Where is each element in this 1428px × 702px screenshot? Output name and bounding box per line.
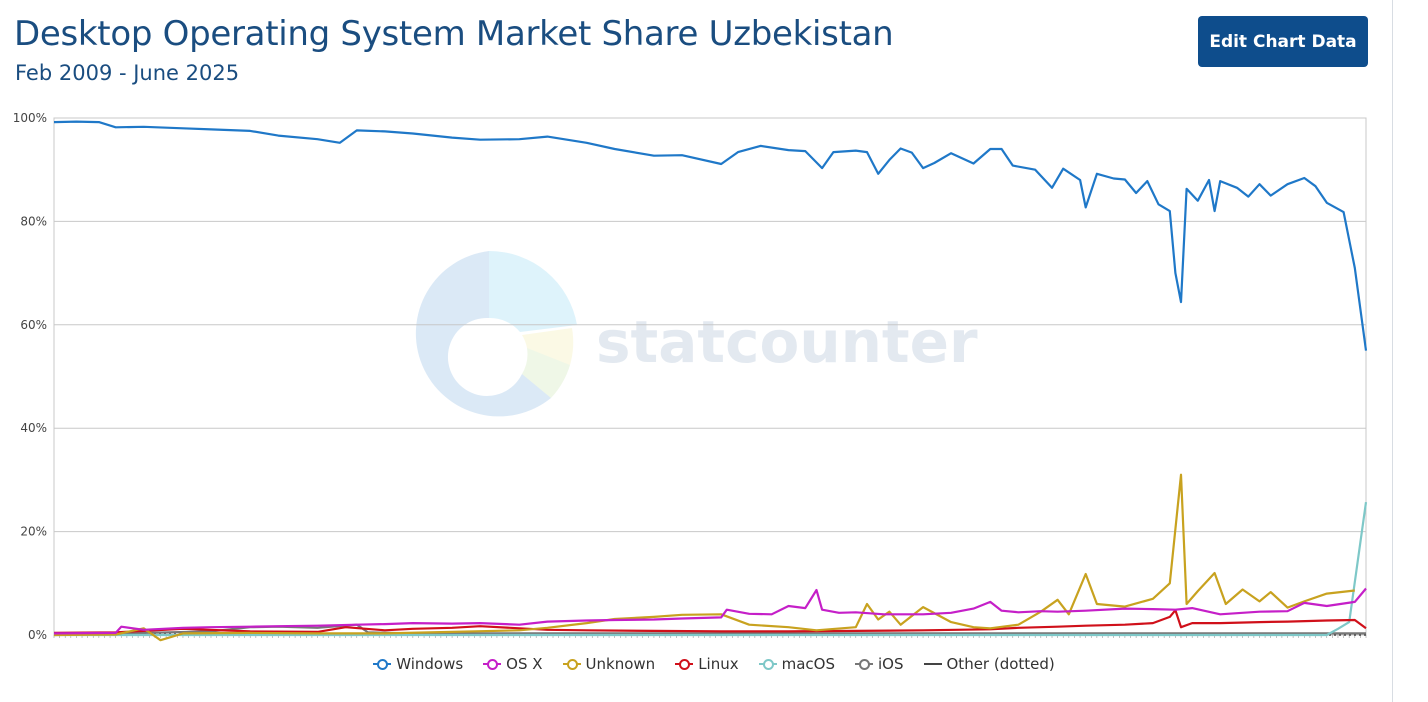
legend-marker-icon <box>373 657 392 671</box>
legend-label: Windows <box>396 655 464 673</box>
legend-item-unknown[interactable]: Unknown <box>562 655 656 673</box>
legend-label: Unknown <box>585 655 656 673</box>
series-line-os-x[interactable] <box>53 587 1367 635</box>
y-tick-label: 100% <box>13 111 47 125</box>
legend-item-ios[interactable]: iOS <box>855 655 904 673</box>
legend-marker-icon <box>923 657 942 671</box>
legend-item-windows[interactable]: Windows <box>373 655 463 673</box>
chart-title: Desktop Operating System Market Share Uz… <box>14 14 894 54</box>
legend-item-other-dotted[interactable]: Other (dotted) <box>923 655 1055 673</box>
legend-label: iOS <box>878 655 904 673</box>
statcounter-watermark: statcounter <box>415 250 978 417</box>
y-tick-label: 20% <box>20 525 47 539</box>
chart-subtitle: Feb 2009 - June 2025 <box>15 61 240 85</box>
legend-item-linux[interactable]: Linux <box>675 655 739 673</box>
y-tick-label: 80% <box>20 214 47 228</box>
y-tick-label: 60% <box>20 318 47 332</box>
legend-label: OS X <box>506 655 543 673</box>
y-tick-label: 0% <box>28 628 47 642</box>
legend-marker-icon <box>675 657 694 671</box>
chart-plot: statcounter 0% 20% 40% 60% 80% 100% <box>13 111 1368 642</box>
page-divider <box>1392 0 1393 702</box>
legend-item-macos[interactable]: macOS <box>758 655 835 673</box>
legend-marker-icon <box>483 657 502 671</box>
plot-border <box>53 117 1367 636</box>
series-line-windows[interactable] <box>53 120 1368 351</box>
watermark-pie-blue <box>415 251 551 417</box>
legend-label: Linux <box>698 655 739 673</box>
watermark-pie-yellow <box>522 328 574 365</box>
legend-marker-icon <box>855 657 873 671</box>
y-tick-label: 40% <box>20 421 47 435</box>
legend-label: Other (dotted) <box>946 655 1055 673</box>
series-line-unknown[interactable] <box>53 473 1355 642</box>
watermark-text: statcounter <box>596 308 978 376</box>
legend-label: macOS <box>781 655 835 673</box>
legend-marker-icon <box>758 657 777 671</box>
series-line-linux[interactable] <box>53 609 1367 634</box>
watermark-pie-green <box>522 348 570 398</box>
legend-item-os-x[interactable]: OS X <box>483 655 543 673</box>
legend-marker-icon <box>562 657 581 671</box>
edit-chart-data-button[interactable]: Edit Chart Data <box>1198 16 1368 67</box>
watermark-pie-cyan <box>489 250 577 332</box>
chart-legend: Windows OS X Unknown Linux macOS iOS Other (do… <box>0 655 1428 673</box>
